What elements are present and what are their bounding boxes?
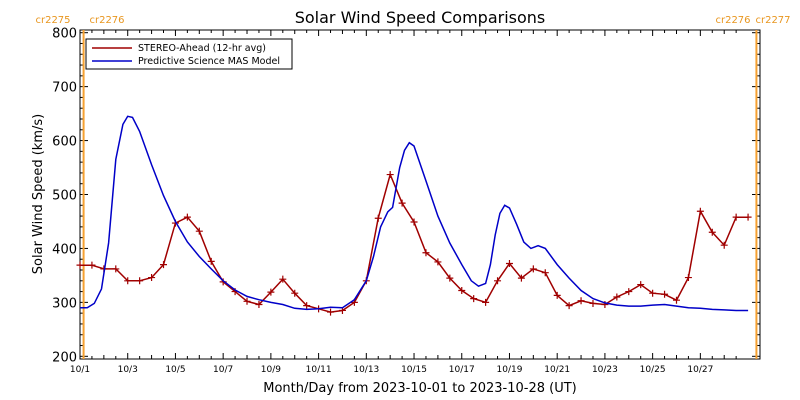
rotation-label-cr2277: cr2277	[755, 15, 790, 26]
data-point-stereo-7	[160, 261, 168, 269]
x-tick-label-10/23: 10/23	[592, 365, 618, 375]
data-point-stereo-21	[327, 308, 335, 316]
y-tick-label-600: 600	[52, 135, 77, 150]
data-point-stereo-4	[124, 277, 132, 285]
data-point-stereo-47	[637, 281, 645, 289]
data-point-stereo-33	[470, 295, 478, 303]
x-tick-label-10/9: 10/9	[261, 365, 281, 375]
x-tick-label-10/27: 10/27	[687, 365, 713, 375]
data-point-stereo-49	[661, 290, 669, 298]
y-axis-label: Solar Wind Speed (km/s)	[31, 114, 46, 274]
data-point-stereo-1	[88, 261, 96, 269]
data-point-stereo-45	[613, 293, 621, 301]
x-tick-label-10/19: 10/19	[497, 365, 523, 375]
data-point-stereo-16	[267, 288, 275, 296]
data-point-stereo-28	[410, 218, 418, 226]
rotation-label-cr2275: cr2275	[35, 15, 70, 26]
data-point-stereo-9	[183, 213, 191, 221]
data-point-stereo-52	[696, 207, 704, 215]
data-point-stereo-30	[434, 258, 442, 266]
legend: STEREO-Ahead (12-hr avg) Predictive Scie…	[85, 38, 293, 70]
plot-area: 200 300 400 500 600 700 800 10/1 10/3 10/5 10/7 10/…	[52, 27, 761, 375]
x-tick-label-10/17: 10/17	[449, 365, 475, 375]
data-point-stereo-39	[541, 269, 549, 277]
data-point-stereo-37	[517, 274, 525, 282]
data-point-stereo-6	[148, 274, 156, 282]
data-point-stereo-19	[303, 302, 311, 310]
legend-box	[85, 38, 293, 70]
data-point-stereo-35	[494, 277, 502, 285]
series-line-model	[80, 115, 749, 312]
data-point-stereo-0	[76, 261, 84, 269]
data-point-stereo-17	[279, 275, 287, 283]
x-axis-label: Month/Day from 2023-10-01 to 2023-10-28 …	[263, 381, 576, 396]
y-tick-label-400: 400	[52, 242, 77, 257]
data-point-stereo-15	[255, 301, 263, 309]
data-point-stereo-14	[243, 297, 251, 305]
data-point-stereo-18	[291, 289, 299, 297]
data-point-stereo-50	[672, 296, 680, 304]
data-point-stereo-43	[589, 299, 597, 307]
x-tick-label-10/3: 10/3	[118, 365, 138, 375]
data-point-stereo-10	[195, 227, 203, 235]
rotation-label-cr2276-left: cr2276	[89, 15, 124, 26]
data-point-stereo-27	[398, 199, 406, 207]
x-tick-label-10/15: 10/15	[401, 365, 427, 375]
data-point-stereo-32	[458, 287, 466, 295]
data-point-stereo-25	[374, 214, 382, 222]
data-point-stereo-40	[553, 291, 561, 299]
y-tick-label-500: 500	[52, 189, 77, 204]
x-tick-label-10/25: 10/25	[640, 365, 666, 375]
data-point-stereo-29	[422, 249, 430, 257]
y-tick-label-200: 200	[52, 350, 77, 365]
data-point-stereo-11	[207, 257, 215, 265]
y-tick-label-300: 300	[52, 296, 77, 311]
x-tick-label-10/5: 10/5	[165, 365, 185, 375]
data-point-stereo-38	[529, 265, 537, 273]
rotation-label-cr2276-right: cr2276	[715, 15, 750, 26]
data-point-stereo-34	[482, 298, 490, 306]
data-point-stereo-56	[744, 213, 752, 221]
data-point-stereo-48	[649, 289, 657, 297]
data-point-stereo-41	[565, 302, 573, 310]
x-tick-label-10/1: 10/1	[70, 365, 90, 375]
data-point-stereo-42	[577, 297, 585, 305]
data-point-stereo-3	[112, 265, 120, 273]
data-point-stereo-55	[732, 213, 740, 221]
x-tick-label-10/21: 10/21	[544, 365, 570, 375]
y-tick-label-700: 700	[52, 81, 77, 96]
x-tick-label-10/11: 10/11	[306, 365, 332, 375]
y-tick-label-800: 800	[52, 27, 77, 42]
data-point-stereo-53	[708, 228, 716, 236]
legend-label-model: Predictive Science MAS Model	[138, 56, 280, 67]
chart-title: Solar Wind Speed Comparisons	[295, 8, 546, 27]
data-point-stereo-31	[446, 274, 454, 282]
data-point-stereo-36	[505, 260, 513, 268]
x-tick-label-10/7: 10/7	[213, 365, 233, 375]
data-point-stereo-54	[720, 241, 728, 249]
legend-label-stereo: STEREO-Ahead (12-hr avg)	[138, 43, 266, 54]
data-point-stereo-5	[136, 277, 144, 285]
x-tick-label-10/13: 10/13	[353, 365, 379, 375]
data-point-stereo-51	[684, 274, 692, 282]
data-point-stereo-26	[386, 171, 394, 179]
data-point-stereo-46	[625, 288, 633, 296]
